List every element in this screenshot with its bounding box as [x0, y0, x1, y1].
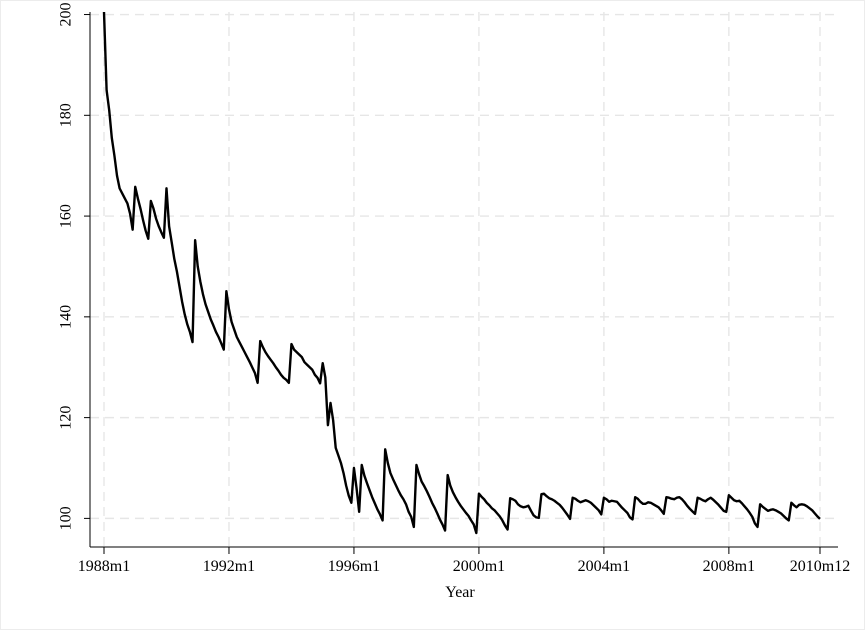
- x-tick-label: 2008m1: [703, 558, 755, 575]
- x-tick-label: 2010m12: [790, 558, 850, 575]
- x-tick-label: 2000m1: [453, 558, 505, 575]
- y-tick-label: 100: [58, 506, 75, 530]
- y-tick-label: 200: [58, 3, 75, 27]
- series-layer: [102, 11, 821, 535]
- x-tick-label: 1988m1: [78, 558, 130, 575]
- tick-layer: 100 120 140 160 180 200 1988m1 1992m1 1996m1 2000…: [58, 3, 851, 575]
- x-axis-title: Year: [445, 584, 475, 601]
- axis-layer: [89, 12, 838, 548]
- x-tick-label: 2004m1: [578, 558, 630, 575]
- y-tick-label: 180: [58, 103, 75, 127]
- grid-layer: [90, 12, 838, 547]
- x-tick-label: 1992m1: [203, 558, 255, 575]
- series-line: [102, 11, 821, 535]
- x-tick-label: 1996m1: [328, 558, 380, 575]
- y-tick-label: 160: [58, 204, 75, 228]
- y-tick-label: 140: [58, 305, 75, 329]
- y-tick-label: 120: [58, 406, 75, 430]
